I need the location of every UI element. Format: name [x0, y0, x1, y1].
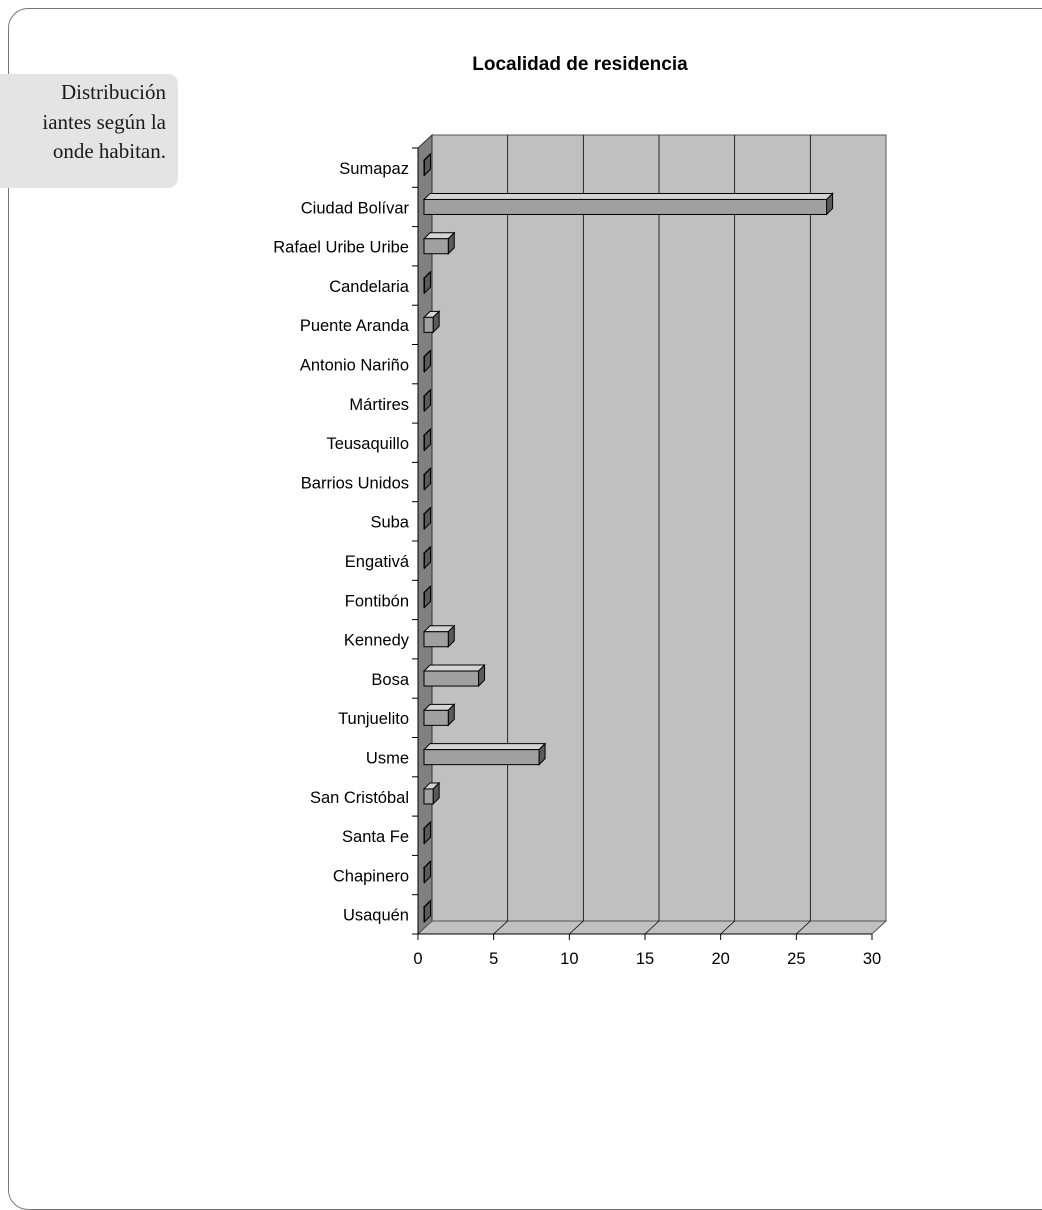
- gridline-floor: [569, 920, 584, 935]
- bar: [422, 781, 441, 806]
- category-label: Chapinero: [333, 867, 409, 885]
- bar-front: [423, 709, 449, 726]
- x-tick-label: 15: [636, 950, 654, 968]
- bar: [422, 624, 456, 648]
- bar-front: [423, 474, 425, 491]
- caption-line-1: Distribución: [61, 80, 166, 104]
- category-label: Barrios Unidos: [301, 474, 409, 492]
- category-label: Rafael Uribe Uribe: [273, 239, 409, 257]
- bar-front: [423, 867, 425, 884]
- bar: [422, 428, 432, 452]
- bar-chart: Localidad de residencia Sumapaz Ciudad Bo…: [273, 54, 888, 968]
- x-tick-label: 5: [489, 950, 498, 968]
- bar: [422, 310, 441, 334]
- bar: [422, 585, 432, 609]
- bar: [422, 663, 486, 688]
- category-label: Sumapaz: [339, 160, 409, 178]
- caption-line-2: iantes según la: [42, 109, 166, 134]
- bar: [422, 899, 432, 924]
- bar-top: [422, 192, 834, 200]
- chart-title: Localidad de residencia: [472, 54, 688, 75]
- category-label: San Cristóbal: [310, 789, 409, 807]
- category-label: Ciudad Bolívar: [301, 199, 410, 217]
- gridline-floor: [493, 920, 508, 935]
- bar-front: [423, 198, 828, 215]
- bar-front: [423, 316, 434, 333]
- category-label: Kennedy: [344, 632, 410, 650]
- x-tick-label: 30: [863, 950, 881, 968]
- bar: [422, 388, 432, 413]
- category-label: Usaquén: [343, 907, 409, 925]
- category-label: Mártires: [349, 396, 409, 414]
- category-label: Engativá: [345, 553, 410, 571]
- side-wall: [417, 133, 433, 936]
- category-label: Bosa: [371, 671, 409, 689]
- category-label: Antonio Nariño: [300, 357, 409, 375]
- bar-front: [423, 749, 540, 766]
- figure-caption: Distribución iantes según la onde habita…: [0, 74, 178, 188]
- bar: [422, 231, 456, 255]
- bar-front: [423, 159, 425, 176]
- x-tick-label: 0: [413, 950, 422, 968]
- category-label: Fontibón: [345, 592, 409, 610]
- bar-top: [422, 664, 486, 672]
- bar-front: [423, 552, 425, 569]
- bar-front: [423, 277, 425, 294]
- bar-front: [423, 670, 480, 687]
- category-label: Tunjuelito: [338, 710, 409, 728]
- x-tick-label: 20: [711, 950, 729, 968]
- bar: [422, 821, 432, 845]
- bar-front: [423, 513, 425, 530]
- bar: [422, 545, 432, 570]
- bar: [422, 506, 432, 531]
- x-tick-label: 25: [787, 950, 805, 968]
- category-label: Puente Aranda: [300, 317, 410, 335]
- bar: [422, 703, 456, 727]
- bar: [422, 467, 432, 491]
- category-label: Teusaquillo: [326, 435, 409, 453]
- x-tick-label: 10: [560, 950, 578, 968]
- bar-front: [423, 238, 449, 255]
- gridline-floor: [644, 920, 660, 935]
- bar: [422, 742, 547, 766]
- bar-front: [423, 906, 425, 923]
- category-label: Santa Fe: [342, 828, 409, 846]
- category-label: Usme: [366, 750, 409, 768]
- bar-front: [423, 631, 449, 648]
- bar: [422, 192, 834, 216]
- category-label: Candelaria: [329, 278, 410, 296]
- gridline-floor: [720, 920, 735, 935]
- bar-front: [423, 591, 425, 608]
- bar: [422, 860, 432, 884]
- bar-front: [423, 356, 425, 373]
- bar: [422, 152, 432, 177]
- bar: [422, 270, 432, 295]
- bar: [422, 349, 432, 373]
- bar-front: [423, 827, 425, 844]
- bar-front: [423, 434, 425, 451]
- category-label: Suba: [370, 514, 409, 532]
- bar-front: [423, 395, 425, 412]
- bar-front: [423, 788, 434, 805]
- bar-top: [422, 743, 547, 751]
- gridline-floor: [796, 920, 811, 935]
- caption-line-3: onde habitan.: [52, 139, 166, 163]
